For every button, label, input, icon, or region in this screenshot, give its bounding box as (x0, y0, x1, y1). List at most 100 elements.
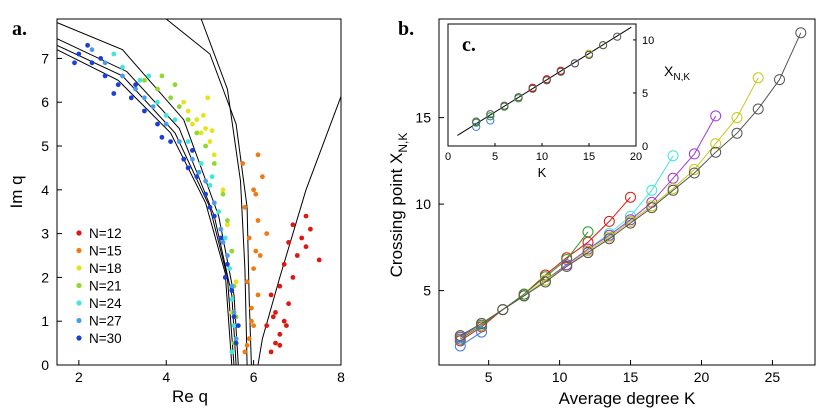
a-point (264, 323, 270, 328)
a-point (211, 161, 217, 166)
a-point (185, 139, 191, 145)
a-point (194, 174, 200, 180)
a-point (85, 42, 90, 48)
a-point (229, 296, 235, 302)
a-point (102, 73, 108, 79)
b-series-n30 (454, 326, 488, 352)
b-point (752, 72, 764, 84)
c-point (556, 67, 565, 76)
panel-a-legend: N=12 N=15 N=18 N=21 N=24 N=27 N=30 (76, 226, 122, 346)
a-point (277, 283, 283, 289)
b-series-line (460, 155, 674, 338)
b-point (710, 110, 722, 122)
panel-b-frame (438, 18, 816, 366)
a-point (111, 91, 117, 96)
b-point (710, 146, 722, 158)
c-point (472, 117, 481, 126)
a-point (222, 275, 228, 280)
a-point (181, 99, 187, 105)
b-series-n18 (454, 150, 679, 343)
a-legend-marker (76, 300, 82, 306)
a-point (207, 204, 213, 210)
a-ytick-label: 6 (41, 94, 49, 110)
panel-a-points (72, 42, 322, 355)
panel-a-xlabel: Re q (172, 387, 208, 406)
a-point (176, 139, 182, 145)
panel-c-ylabel-sub: N,K (673, 72, 690, 83)
b-point (688, 167, 700, 179)
a-ytick-label: 5 (41, 138, 49, 154)
a-point (203, 191, 209, 197)
a-legend-marker (76, 317, 82, 324)
a-point (249, 318, 254, 324)
a-point (142, 77, 147, 83)
b-ytick-label: 5 (423, 283, 431, 299)
b-point (731, 112, 743, 124)
panel-b-ylabel-main: Crossing point X (387, 153, 406, 278)
c-point (500, 101, 509, 110)
a-point (203, 126, 209, 131)
b-point (646, 184, 658, 196)
a-point (281, 261, 287, 267)
c-point (514, 93, 523, 102)
a-point (227, 266, 233, 271)
a-point (218, 235, 224, 241)
b-xtick-label: 25 (765, 369, 781, 385)
b-point (667, 150, 679, 162)
a-point (205, 95, 211, 101)
b-point (646, 202, 658, 214)
panel-c-xlabel: K (538, 165, 547, 180)
b-point (603, 233, 615, 245)
panel-a-curves (57, 19, 341, 365)
a-point (231, 310, 237, 315)
a-point (251, 187, 256, 193)
a-xtick-label: 6 (250, 369, 258, 385)
a-point (225, 222, 230, 228)
b-ytick-label: 10 (415, 196, 431, 212)
c-point (486, 112, 495, 121)
c-point (584, 50, 594, 59)
b-point (710, 138, 722, 150)
a-point (142, 108, 147, 114)
b-point (795, 27, 807, 39)
a-point (222, 235, 228, 241)
b-point (688, 148, 700, 160)
a-legend-label: N=21 (89, 279, 122, 294)
panel-b-series (454, 27, 807, 352)
a-ytick-label: 1 (41, 313, 49, 329)
a-point (229, 248, 235, 254)
a-point (284, 323, 289, 328)
a-point (211, 152, 217, 158)
a-xtick-label: 2 (75, 369, 83, 385)
c-point (570, 59, 580, 68)
a-point (209, 174, 215, 180)
a-point (253, 191, 259, 197)
b-point (625, 191, 636, 203)
c-xtick-label: 20 (630, 151, 642, 163)
a-legend-marker (76, 265, 82, 271)
a-point (240, 161, 246, 166)
a-point (294, 253, 300, 258)
a-xtick-label: 4 (162, 369, 170, 385)
c-point (528, 84, 537, 93)
a-ytick-label: 2 (41, 269, 49, 285)
b-ytick-label: 15 (415, 110, 431, 126)
a-point (111, 51, 117, 57)
a-point (168, 139, 174, 145)
a-point (264, 231, 270, 237)
a-point (102, 60, 108, 66)
a-point (229, 283, 235, 289)
a-point (120, 73, 125, 79)
a-point (163, 113, 169, 118)
a-point (172, 82, 178, 88)
a-point (207, 139, 213, 145)
a-point (185, 117, 191, 123)
a-point (286, 301, 291, 307)
a-point (128, 95, 134, 101)
a-point (120, 64, 125, 70)
a-curve (57, 22, 239, 365)
c-ytick-label: 0 (642, 141, 648, 153)
a-point (270, 314, 276, 320)
a-point (281, 318, 287, 324)
